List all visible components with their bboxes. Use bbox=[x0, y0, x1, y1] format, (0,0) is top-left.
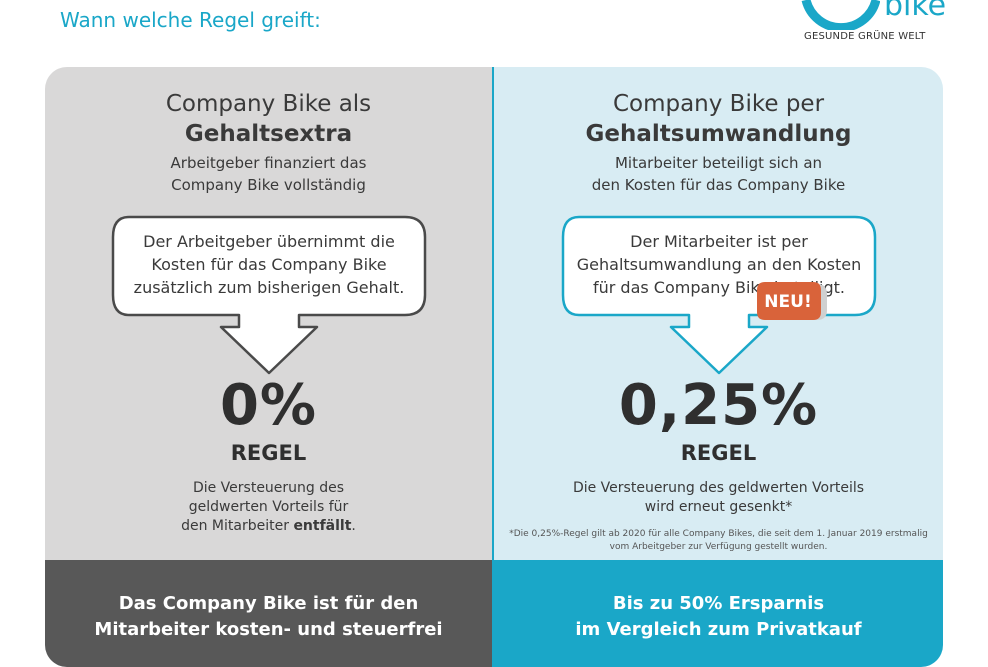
left-footer-line1: Das Company Bike ist für den bbox=[118, 593, 419, 614]
right-speech-bubble bbox=[561, 215, 877, 375]
left-desc-line2: geldwerten Vorteils für bbox=[188, 499, 349, 515]
left-desc-line3: den Mitarbeiter entfällt. bbox=[45, 517, 492, 536]
right-bubble-line2: Gehaltsumwandlung an den Kosten bbox=[576, 255, 862, 274]
left-description: Die Versteuerung des geldwerten Vorteils… bbox=[45, 479, 492, 536]
right-footer-text: Bis zu 50% Ersparnis im Vergleich zum Pr… bbox=[494, 591, 943, 643]
right-footer bbox=[494, 560, 943, 667]
left-desc-line3-bold: entfällt bbox=[293, 518, 352, 534]
logo-word: bike bbox=[884, 0, 947, 23]
left-bubble-line2: Kosten für das Company Bike bbox=[151, 255, 387, 274]
left-speech-bubble bbox=[111, 215, 427, 375]
left-desc-line3-post: . bbox=[351, 518, 356, 534]
left-subtitle: Arbeitgeber finanziert das Company Bike … bbox=[45, 152, 492, 196]
left-rate: 0% bbox=[219, 373, 318, 438]
right-footnote-line2: vom Arbeitgeber zur Verfügung gestellt w… bbox=[609, 542, 828, 552]
left-footer-line2: Mitarbeiter kosten- und steuerfrei bbox=[94, 619, 443, 640]
new-badge: NEU! bbox=[757, 282, 827, 322]
left-title-line2: Gehaltsextra bbox=[184, 121, 353, 147]
badge-shape-icon bbox=[757, 282, 827, 320]
left-subtitle-line1: Arbeitgeber finanziert das bbox=[170, 154, 367, 172]
right-rate: 0,25% bbox=[618, 373, 819, 438]
left-regel: REGEL bbox=[230, 441, 307, 465]
company-logo: bike GESUNDE GRÜNE WELT bbox=[800, 0, 946, 50]
left-subtitle-line2: Company Bike vollständig bbox=[171, 176, 366, 194]
left-bubble-text: Der Arbeitgeber übernimmt die Kosten für… bbox=[109, 230, 429, 299]
right-desc-line2: wird erneut gesenkt* bbox=[644, 499, 793, 515]
right-bubble-text: Der Mitarbeiter ist per Gehaltsumwandlun… bbox=[559, 230, 879, 299]
left-bubble-line1: Der Arbeitgeber übernimmt die bbox=[143, 232, 395, 251]
right-description: Die Versteuerung des geldwerten Vorteils… bbox=[494, 479, 943, 517]
right-footer-line1: Bis zu 50% Ersparnis bbox=[612, 593, 825, 614]
left-desc-line3-pre: den Mitarbeiter bbox=[181, 518, 294, 534]
right-bubble-line1: Der Mitarbeiter ist per bbox=[630, 232, 808, 251]
right-column: Company Bike per Gehaltsumwandlung Mitar… bbox=[494, 67, 943, 667]
logo-ring-icon bbox=[801, 0, 880, 30]
right-title-line1: Company Bike per bbox=[612, 91, 825, 117]
left-bubble-line3: zusätzlich zum bisherigen Gehalt. bbox=[133, 278, 405, 297]
right-desc-line1: Die Versteuerung des geldwerten Vorteils bbox=[572, 480, 865, 496]
right-subtitle: Mitarbeiter beteiligt sich an den Kosten… bbox=[494, 152, 943, 196]
right-footnote-line1: *Die 0,25%-Regel gilt ab 2020 für alle C… bbox=[509, 529, 928, 539]
right-title-line2: Gehaltsumwandlung bbox=[585, 121, 852, 147]
right-bubble-line3: für das Company Bike beteiligt. bbox=[592, 278, 846, 297]
left-desc-line1: Die Versteuerung des bbox=[192, 480, 345, 496]
left-title-line1: Company Bike als bbox=[165, 91, 372, 117]
right-regel: REGEL bbox=[680, 441, 757, 465]
left-footer-text: Das Company Bike ist für den Mitarbeiter… bbox=[45, 591, 492, 643]
right-footer-line2: im Vergleich zum Privatkauf bbox=[575, 619, 862, 640]
right-subtitle-line1: Mitarbeiter beteiligt sich an bbox=[614, 154, 823, 172]
right-subtitle-line2: den Kosten für das Company Bike bbox=[591, 176, 846, 194]
left-column: Company Bike als Gehaltsextra Arbeitgebe… bbox=[45, 67, 492, 667]
left-footer bbox=[45, 560, 492, 667]
column-divider bbox=[492, 67, 494, 667]
comparison-card: Company Bike als Gehaltsextra Arbeitgebe… bbox=[45, 67, 943, 667]
logo-tagline: GESUNDE GRÜNE WELT bbox=[804, 31, 926, 42]
badge-label: NEU! bbox=[764, 292, 812, 312]
right-footnote: *Die 0,25%-Regel gilt ab 2020 für alle C… bbox=[494, 528, 943, 554]
page-subtitle: Wann welche Regel greift: bbox=[60, 8, 321, 32]
